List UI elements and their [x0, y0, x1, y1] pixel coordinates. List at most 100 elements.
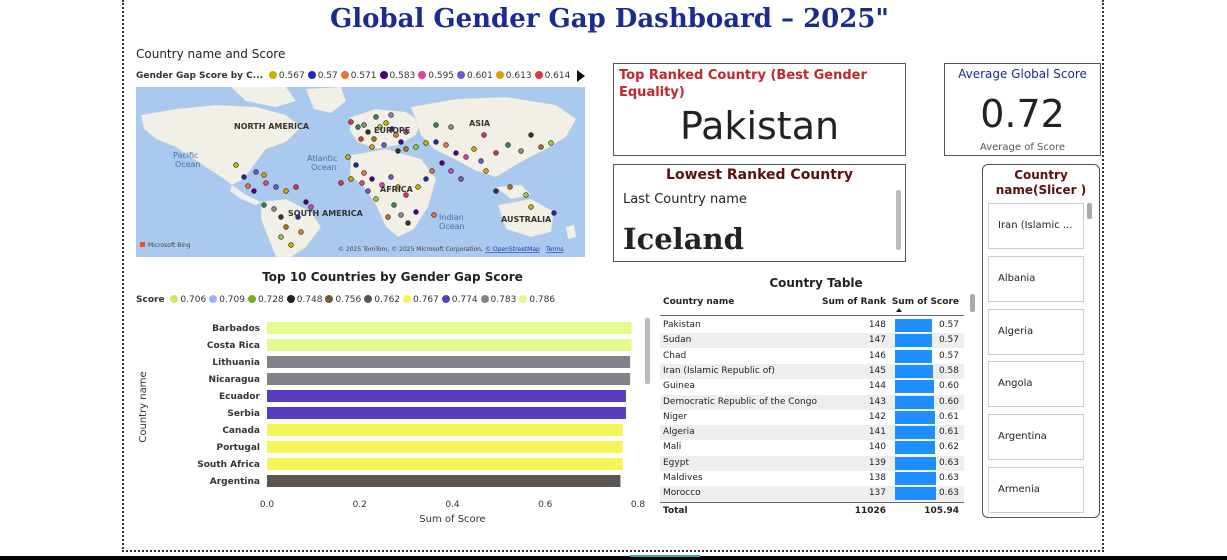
bar-legend-item[interactable]: 0.762 [361, 295, 400, 305]
table-row[interactable]: Morocco 137 0.63 [660, 486, 964, 502]
table-row[interactable]: Pakistan 148 0.57 [660, 318, 964, 333]
map-point[interactable] [261, 172, 267, 178]
map-point[interactable] [471, 146, 477, 152]
map-point[interactable] [393, 132, 399, 138]
map-point[interactable] [548, 140, 554, 146]
map-point[interactable] [271, 206, 277, 212]
map-point[interactable] [398, 139, 404, 145]
map-point[interactable] [245, 183, 251, 189]
bar-legend-item[interactable]: 0.748 [284, 295, 322, 305]
lowest-card-scrollbar[interactable] [896, 190, 901, 250]
map-point[interactable] [448, 168, 454, 174]
osm-link[interactable]: © OpenStreetMap [485, 246, 540, 253]
map-point[interactable] [358, 136, 364, 142]
map-legend-item[interactable]: 0.57 [307, 71, 338, 81]
table-row[interactable]: Chad 146 0.57 [660, 348, 964, 364]
map-point[interactable] [361, 170, 367, 176]
map-point[interactable] [283, 224, 289, 230]
map-point[interactable] [373, 196, 379, 202]
bar-legend-item[interactable]: 0.709 [206, 295, 245, 305]
map-point[interactable] [338, 180, 344, 186]
sort-descending-icon[interactable] [896, 308, 902, 312]
map-point[interactable] [439, 160, 445, 166]
bar-chart-scrollbar[interactable] [645, 318, 650, 384]
map-point[interactable] [395, 184, 401, 190]
map-point[interactable] [429, 168, 435, 174]
map-point[interactable] [388, 174, 394, 180]
table-row[interactable]: Iran (Islamic Republic of) 145 0.58 [660, 363, 964, 379]
table-row[interactable]: Democratic Republic of the Congo 143 0.60 [660, 394, 964, 410]
map-point[interactable] [263, 180, 269, 186]
map-point[interactable] [493, 188, 499, 194]
top-ranked-card[interactable]: Top Ranked Country (Best Gender Equality… [613, 63, 906, 156]
bar[interactable] [267, 475, 621, 487]
slicer-item[interactable]: Iran (Islamic ... [988, 203, 1084, 249]
map-point[interactable] [463, 154, 469, 160]
map-point[interactable] [365, 188, 371, 194]
map-point[interactable] [398, 212, 404, 218]
lowest-ranked-card[interactable]: Lowest Ranked Country Last Country name … [613, 164, 906, 262]
bar-legend-item[interactable]: 0.756 [322, 295, 361, 305]
map-point[interactable] [293, 184, 299, 190]
map-point[interactable] [505, 142, 511, 148]
average-score-card[interactable]: Average Global Score 0.72 Average of Sco… [944, 63, 1101, 156]
country-slicer[interactable]: Country name(Slicer ) Iran (Islamic ... … [982, 164, 1100, 518]
bar[interactable] [267, 458, 623, 470]
map-legend-item[interactable]: 0.614 [534, 71, 570, 81]
bar-legend-item[interactable]: 0.767 [400, 295, 439, 305]
map-point[interactable] [493, 150, 499, 156]
map-point[interactable] [345, 154, 351, 160]
slicer-scrollbar[interactable] [1087, 203, 1092, 219]
map-point[interactable] [483, 168, 489, 174]
map-legend-item[interactable]: 0.595 [418, 71, 454, 81]
bar[interactable] [267, 322, 632, 334]
map-legend-item[interactable]: 0.571 [340, 71, 377, 81]
map-point[interactable] [373, 114, 379, 120]
map-point[interactable] [431, 212, 437, 218]
map-point[interactable] [288, 242, 294, 248]
map-point[interactable] [253, 169, 259, 175]
map-point[interactable] [528, 132, 534, 138]
map-point[interactable] [388, 112, 394, 118]
bar-legend-item[interactable]: 0.706 [167, 295, 206, 305]
table-row[interactable]: Niger 142 0.61 [660, 409, 964, 425]
map-legend-item[interactable]: 0.567 [268, 71, 305, 81]
map-legend-item[interactable]: 0.613 [495, 71, 532, 81]
map-point[interactable] [413, 209, 419, 215]
table-row[interactable]: Mali 140 0.62 [660, 440, 964, 456]
map-point[interactable] [308, 204, 314, 210]
slicer-item[interactable]: Albania [988, 256, 1084, 302]
map-point[interactable] [405, 220, 411, 226]
bar-legend-item[interactable]: 0.728 [245, 295, 284, 305]
map-point[interactable] [423, 176, 429, 182]
slicer-item[interactable]: Algeria [988, 309, 1084, 355]
table-scrollbar[interactable] [970, 294, 975, 312]
map-point[interactable] [415, 184, 421, 190]
map-point[interactable] [481, 132, 487, 138]
map-data-points[interactable] [233, 112, 557, 248]
map-point[interactable] [371, 136, 377, 142]
map-point[interactable] [413, 144, 419, 150]
terms-link[interactable]: Terms [545, 246, 564, 253]
map-point[interactable] [359, 180, 365, 186]
map-point[interactable] [518, 148, 524, 154]
map-point[interactable] [298, 229, 304, 235]
map-point[interactable] [283, 188, 289, 194]
map-point[interactable] [538, 144, 544, 150]
map-point[interactable] [303, 199, 309, 205]
map-point[interactable] [369, 176, 375, 182]
slicer-item[interactable]: Angola [988, 361, 1084, 407]
map-point[interactable] [391, 202, 397, 208]
bar[interactable] [267, 424, 623, 436]
bar-legend-item[interactable]: 0.774 [439, 295, 478, 305]
map-point[interactable] [278, 234, 284, 240]
map-point[interactable] [348, 176, 354, 182]
bar[interactable] [267, 339, 632, 351]
col-header-country[interactable]: Country name [663, 297, 735, 307]
map-point[interactable] [443, 142, 449, 148]
col-header-score[interactable]: Sum of Score [891, 297, 959, 307]
map-point[interactable] [361, 122, 367, 128]
table-row[interactable]: Maldives 138 0.63 [660, 471, 964, 486]
map-point[interactable] [403, 129, 409, 135]
table-row[interactable]: Sudan 147 0.57 [660, 333, 964, 349]
